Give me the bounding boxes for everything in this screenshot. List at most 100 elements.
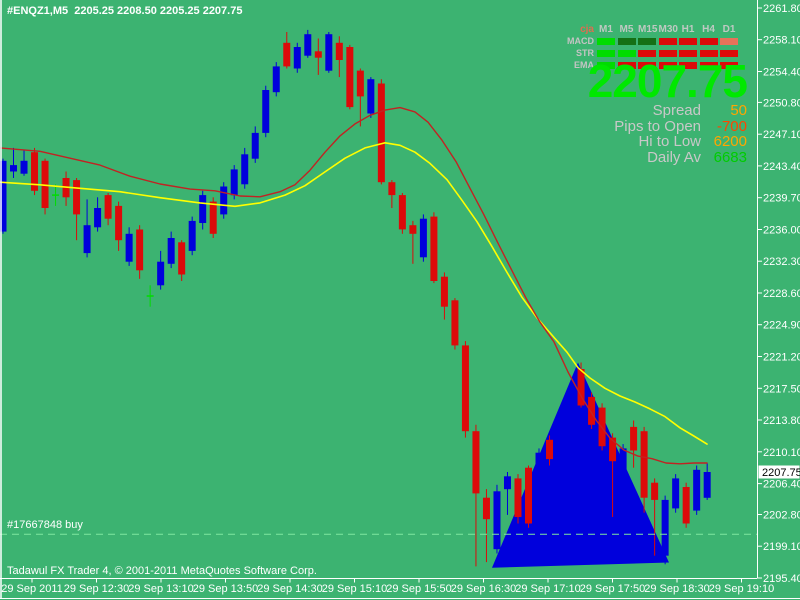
candle-body xyxy=(609,437,617,462)
time-axis-label: 29 Sep 13:10 xyxy=(128,583,193,595)
price-axis-label: 2254.40 xyxy=(763,67,800,79)
indicator-row-ema: EMA xyxy=(556,61,741,70)
candle-body xyxy=(283,42,291,67)
candle-body xyxy=(419,218,427,258)
candle-body xyxy=(125,233,133,262)
candle-body xyxy=(0,160,7,232)
signal-cell-red xyxy=(699,38,718,45)
time-axis-label: 29 Sep 12:30 xyxy=(64,583,129,595)
signal-cell-darkgreen xyxy=(638,38,656,45)
timeframe-header-h4[interactable]: H4 xyxy=(702,24,715,35)
price-axis-label: 2217.50 xyxy=(763,383,800,395)
timeframe-header-d1[interactable]: D1 xyxy=(722,24,736,35)
current-price-tag-bg xyxy=(758,465,800,479)
candle-body xyxy=(451,300,459,346)
candle-body xyxy=(293,47,301,69)
price-axis-label: 2195.40 xyxy=(763,573,800,585)
indicator-row-macd: MACD xyxy=(556,37,741,46)
indicator-row-label: MACD xyxy=(567,36,594,46)
timeframe-header-h1[interactable]: H1 xyxy=(681,24,695,35)
candle-body xyxy=(619,448,627,470)
price-axis-label: 2250.80 xyxy=(763,97,800,109)
candle-body xyxy=(262,90,270,133)
price-axis-label: 2232.30 xyxy=(763,256,800,268)
candle-body xyxy=(567,390,575,438)
candle-body xyxy=(377,83,385,183)
candle-body xyxy=(188,220,196,251)
price-axis-label: 2236.00 xyxy=(763,225,800,237)
candle-body xyxy=(630,426,638,451)
price-axis-label: 2228.60 xyxy=(763,288,800,300)
candle-body xyxy=(304,34,312,56)
stat-row: Daily Av 6683 xyxy=(614,148,747,166)
candle-body xyxy=(230,169,238,196)
price-axis-label: 2247.10 xyxy=(763,129,800,141)
stat-label: Hi to Low xyxy=(638,133,701,150)
stat-label: Daily Av xyxy=(647,148,701,166)
signal-cell-red xyxy=(699,50,718,57)
candle-body xyxy=(178,242,186,275)
candle-body xyxy=(335,42,343,60)
candle-body xyxy=(115,205,123,241)
candle-body xyxy=(167,238,175,264)
candle-body xyxy=(209,201,217,234)
stat-value: 6200 xyxy=(713,133,747,150)
time-axis-label: 29 Sep 17:50 xyxy=(580,583,645,595)
current-price-display: 2207.75 xyxy=(587,55,748,107)
candle-body xyxy=(136,229,144,271)
time-axis-label: 29 Sep 15:10 xyxy=(322,583,387,595)
signal-cell-red xyxy=(658,38,677,45)
signal-cell-red xyxy=(638,62,656,69)
time-axis-label: 29 Sep 17:10 xyxy=(515,583,580,595)
indicator-row-label: STR xyxy=(576,48,594,58)
timeframe-header-m15[interactable]: M15 xyxy=(638,24,658,35)
candle-body xyxy=(482,497,490,520)
candle-body xyxy=(472,431,480,494)
stat-row: Pips to Open -700 xyxy=(614,118,747,135)
signal-cell-red xyxy=(658,50,677,57)
candle-body xyxy=(325,34,333,71)
signal-cell-red xyxy=(679,38,697,45)
candle-body xyxy=(346,47,354,108)
stat-label: Spread xyxy=(652,102,701,119)
candle-body xyxy=(241,154,249,185)
timeframe-header-m1[interactable]: M1 xyxy=(599,24,613,35)
price-axis-label: 2213.80 xyxy=(763,415,800,427)
candle-body xyxy=(514,478,522,517)
candle-body xyxy=(388,182,396,196)
candle-body xyxy=(703,472,711,498)
timeframe-header-m30[interactable]: M30 xyxy=(658,24,678,35)
signal-cell-lime xyxy=(597,62,615,69)
candle-body xyxy=(398,195,406,230)
candle-body xyxy=(41,160,49,208)
price-axis-label: 2258.10 xyxy=(763,35,800,47)
status-bar-text: Tadawul FX Trader 4, © 2001-2011 MetaQuo… xyxy=(7,565,317,577)
price-axis-label: 2243.40 xyxy=(763,161,800,173)
candle-body xyxy=(503,476,511,490)
time-axis-label: 29 Sep 2011 xyxy=(1,583,63,595)
candle-body xyxy=(94,208,102,228)
candle-body xyxy=(356,70,364,97)
timeframe-header-m5[interactable]: M5 xyxy=(619,24,634,35)
candle-body xyxy=(525,467,532,524)
candle-body xyxy=(651,482,659,500)
indicator-grid: cja M1 M5 M15 M30 H1 H4 D1 MACD STR EMA xyxy=(556,24,741,70)
candle-body xyxy=(272,66,280,93)
candle-body xyxy=(10,165,18,172)
candle-body xyxy=(104,195,112,219)
price-axis-label: 2210.10 xyxy=(763,447,800,459)
candle-body xyxy=(251,132,259,159)
candle-body xyxy=(535,452,543,492)
price-axis-label: 2221.20 xyxy=(763,352,800,364)
candle-body xyxy=(640,431,648,498)
candle-body xyxy=(693,469,701,511)
price-axis-label: 2206.40 xyxy=(763,479,800,491)
order-label: #17667848 buy xyxy=(7,519,83,531)
signal-cell-red xyxy=(617,62,636,69)
signal-cell-red xyxy=(720,50,738,57)
candle-body xyxy=(199,195,207,223)
stat-value: 50 xyxy=(730,102,747,119)
price-axis-label: 2202.80 xyxy=(763,510,800,522)
